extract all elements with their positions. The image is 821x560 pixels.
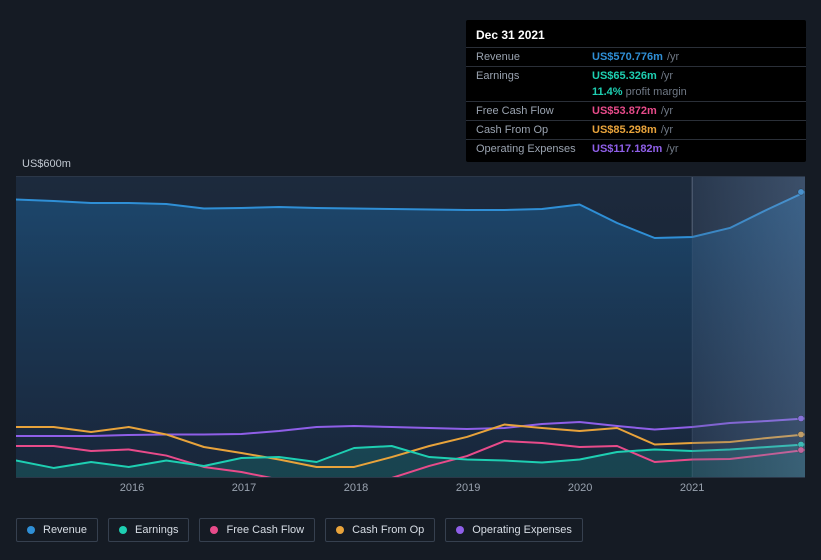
x-tick-label: 2016 — [120, 482, 144, 494]
x-tick-label: 2019 — [456, 482, 480, 494]
x-tick-label: 2020 — [568, 482, 592, 494]
tooltip-unit: /yr — [666, 143, 678, 155]
legend-item-operating-expenses[interactable]: Operating Expenses — [445, 518, 583, 542]
legend-label: Free Cash Flow — [226, 524, 304, 536]
legend: Revenue Earnings Free Cash Flow Cash From O… — [16, 518, 583, 542]
tooltip-row: RevenueUS$570.776m/yr — [466, 47, 806, 66]
legend-swatch — [27, 526, 35, 534]
data-tooltip: Dec 31 2021 RevenueUS$570.776m/yrEarning… — [466, 20, 806, 162]
legend-label: Revenue — [43, 524, 87, 536]
tooltip-unit: /yr — [667, 51, 679, 63]
tooltip-unit: /yr — [661, 124, 673, 136]
legend-item-earnings[interactable]: Earnings — [108, 518, 189, 542]
tooltip-label: Free Cash Flow — [476, 105, 592, 117]
legend-item-cash-from-op[interactable]: Cash From Op — [325, 518, 435, 542]
tooltip-row: EarningsUS$65.326m/yr — [466, 66, 806, 85]
legend-swatch — [210, 526, 218, 534]
legend-swatch — [119, 526, 127, 534]
legend-swatch — [336, 526, 344, 534]
tooltip-label: Earnings — [476, 70, 592, 82]
tooltip-value: US$117.182m — [592, 143, 662, 155]
legend-label: Operating Expenses — [472, 524, 572, 536]
tooltip-label: Operating Expenses — [476, 143, 592, 155]
timeseries-chart[interactable] — [16, 176, 805, 478]
tooltip-label: Cash From Op — [476, 124, 592, 136]
tooltip-value: US$85.298m — [592, 124, 657, 136]
tooltip-date: Dec 31 2021 — [466, 26, 806, 47]
tooltip-value: US$65.326m — [592, 70, 657, 82]
tooltip-subline: 11.4% profit margin — [466, 85, 806, 101]
legend-item-revenue[interactable]: Revenue — [16, 518, 98, 542]
y-axis-max-label: US$600m — [22, 158, 71, 170]
tooltip-row: Operating ExpensesUS$117.182m/yr — [466, 139, 806, 158]
tooltip-unit: /yr — [661, 70, 673, 82]
x-axis: 2016 2017 2018 2019 2020 2021 — [16, 482, 805, 500]
legend-item-free-cash-flow[interactable]: Free Cash Flow — [199, 518, 315, 542]
tooltip-row: Free Cash FlowUS$53.872m/yr — [466, 101, 806, 120]
tooltip-value: US$53.872m — [592, 105, 657, 117]
tooltip-row: Cash From OpUS$85.298m/yr — [466, 120, 806, 139]
tooltip-unit: /yr — [661, 105, 673, 117]
legend-label: Earnings — [135, 524, 178, 536]
x-tick-label: 2021 — [680, 482, 704, 494]
x-tick-label: 2018 — [344, 482, 368, 494]
legend-label: Cash From Op — [352, 524, 424, 536]
tooltip-value: US$570.776m — [592, 51, 663, 63]
tooltip-label: Revenue — [476, 51, 592, 63]
x-tick-label: 2017 — [232, 482, 256, 494]
legend-swatch — [456, 526, 464, 534]
